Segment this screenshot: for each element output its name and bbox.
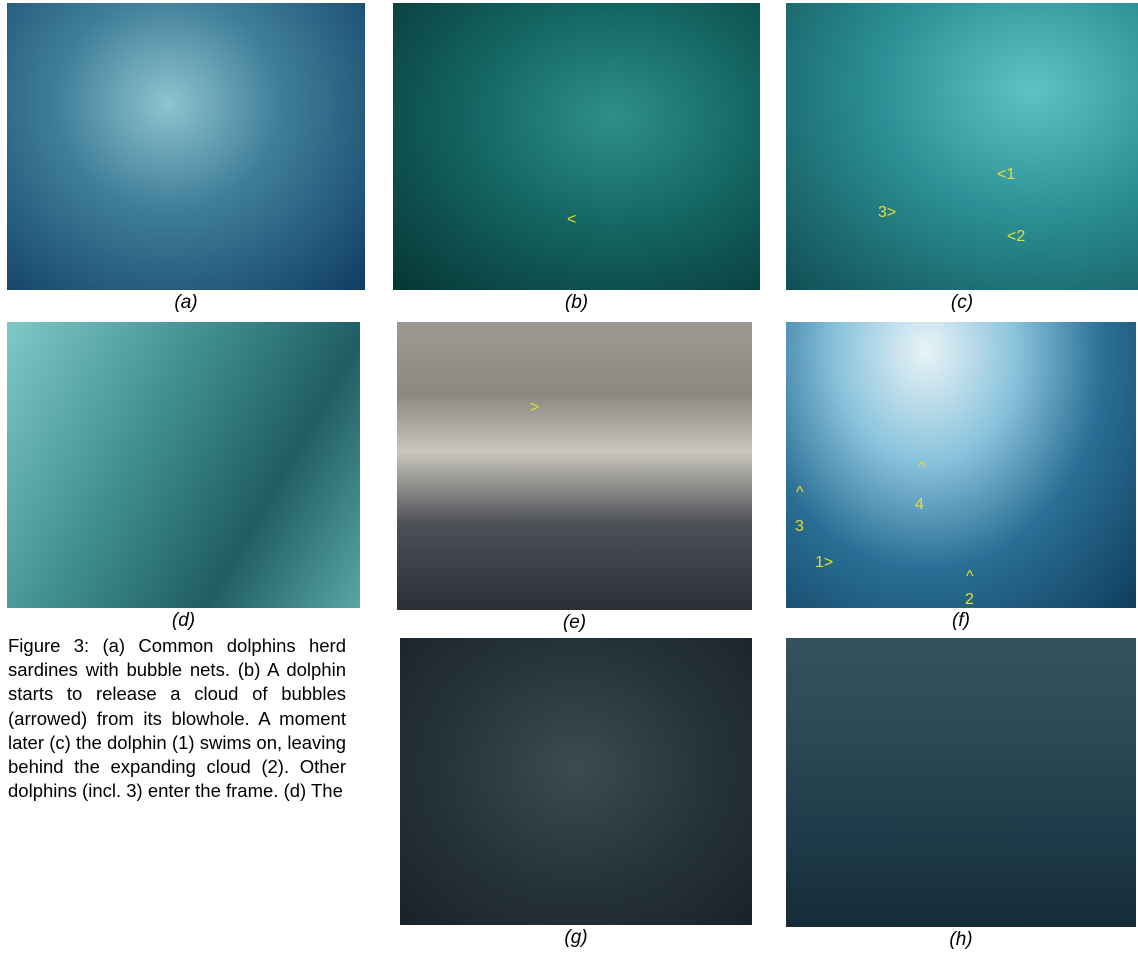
annotation: ^ <box>918 459 926 476</box>
annotation: 3> <box>878 204 897 221</box>
panel-label: (b) <box>564 292 589 313</box>
panel-label: (d) <box>171 610 196 631</box>
panel-label: (a) <box>174 292 198 313</box>
photo-panel <box>7 3 365 290</box>
annotation: 1> <box>815 554 834 571</box>
panel-label: (c) <box>950 292 974 313</box>
panel-label: (h) <box>949 929 973 950</box>
photo-panel <box>7 322 360 608</box>
annotation: 4 <box>915 496 924 513</box>
annotation: 3 <box>795 518 804 535</box>
photo-panel: <1 3> <2 <box>786 3 1138 290</box>
photo-panel <box>400 638 752 925</box>
annotation: > <box>530 399 540 416</box>
annotation: 2 <box>965 591 974 608</box>
photo-panel: > <box>397 322 752 610</box>
figure-caption: Figure 3: (a) Common dolphins herd sardi… <box>8 635 346 802</box>
annotation: <1 <box>997 166 1016 183</box>
photo-panel <box>786 638 1136 927</box>
photo-panel: ^ 3 1> ^ 4 ^ 2 <box>786 322 1136 608</box>
annotation: <2 <box>1007 228 1026 245</box>
photo-panel: < <box>393 3 760 290</box>
panel-label: (f) <box>952 610 970 631</box>
panel-label: (g) <box>564 927 588 948</box>
annotation: < <box>567 211 577 228</box>
annotation: ^ <box>966 568 974 585</box>
annotation: ^ <box>796 484 804 501</box>
panel-label: (e) <box>562 612 587 633</box>
